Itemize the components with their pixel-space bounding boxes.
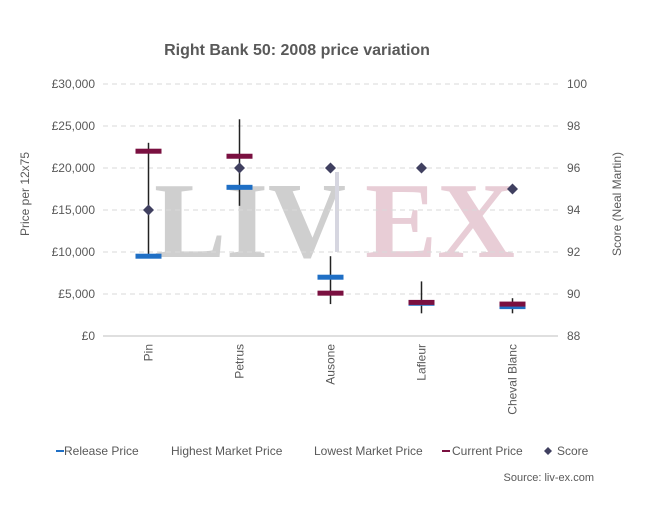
legend-label: Lowest Market Price bbox=[314, 444, 423, 458]
x-tick-label: Pin bbox=[142, 344, 156, 361]
watermark-ex: EX bbox=[365, 162, 515, 281]
legend-label: Current Price bbox=[452, 444, 523, 458]
release-price-mark bbox=[135, 253, 162, 259]
gridlines bbox=[103, 83, 558, 337]
y2-axis-title: Score (Neal Martin) bbox=[610, 152, 624, 256]
current-price-mark bbox=[408, 299, 435, 305]
y-tick-label: £25,000 bbox=[52, 119, 96, 133]
y2-tick-label: 96 bbox=[567, 161, 581, 175]
watermark-divider bbox=[335, 172, 339, 252]
current-price-mark bbox=[226, 153, 253, 159]
x-tick-label: Cheval Blanc bbox=[506, 344, 520, 415]
source-note: Source: liv-ex.com bbox=[504, 472, 594, 484]
legend-swatch bbox=[442, 450, 450, 452]
y-tick-label: £20,000 bbox=[52, 161, 96, 175]
y2-tick-label: 100 bbox=[567, 77, 587, 91]
score-point bbox=[143, 204, 154, 216]
legend-label: Highest Market Price bbox=[171, 444, 283, 458]
x-tick-label: Petrus bbox=[233, 344, 247, 379]
release-price-mark bbox=[317, 274, 344, 280]
score-point bbox=[416, 162, 427, 174]
legend-label: Score bbox=[557, 444, 589, 458]
y-tick-label: £10,000 bbox=[52, 245, 96, 259]
chart-title: Right Bank 50: 2008 price variation bbox=[164, 42, 430, 59]
y2-tick-label: 98 bbox=[567, 119, 581, 133]
liv-ex-watermark-logo: LIV EX bbox=[154, 162, 515, 281]
y-tick-label: £30,000 bbox=[52, 77, 96, 91]
current-price-mark bbox=[499, 301, 526, 307]
legend: Release Price Highest Market Price Lowest … bbox=[56, 444, 589, 458]
release-price-mark bbox=[499, 304, 526, 310]
x-tick-label: Ausone bbox=[324, 344, 338, 385]
y2-tick-label: 94 bbox=[567, 203, 581, 217]
score-point bbox=[507, 183, 518, 195]
current-price-mark bbox=[135, 148, 162, 154]
score-point bbox=[325, 162, 336, 174]
legend-swatch bbox=[544, 447, 552, 455]
y-tick-label: £0 bbox=[82, 329, 96, 343]
y-tick-label: £15,000 bbox=[52, 203, 96, 217]
legend-label: Release Price bbox=[64, 444, 139, 458]
y2-tick-label: 92 bbox=[567, 245, 581, 259]
chart-marks bbox=[135, 119, 526, 314]
secondary-y-axis: 88 90 92 94 96 98 100 bbox=[567, 77, 587, 343]
legend-swatch bbox=[56, 450, 64, 452]
x-tick-label: Lafleur bbox=[415, 344, 429, 381]
y-axis-title: Price per 12x75 bbox=[18, 152, 32, 236]
y2-tick-label: 88 bbox=[567, 329, 581, 343]
score-point bbox=[234, 162, 245, 174]
x-axis: Pin Petrus Ausone Lafleur Cheval Blanc bbox=[142, 344, 520, 415]
primary-y-axis: £0 £5,000 £10,000 £15,000 £20,000 £25,000 £30,… bbox=[52, 77, 96, 343]
current-price-mark bbox=[317, 290, 344, 296]
release-price-mark bbox=[226, 184, 253, 190]
y2-tick-label: 90 bbox=[567, 287, 581, 301]
y-tick-label: £5,000 bbox=[58, 287, 95, 301]
watermark-liv: LIV bbox=[154, 162, 346, 281]
